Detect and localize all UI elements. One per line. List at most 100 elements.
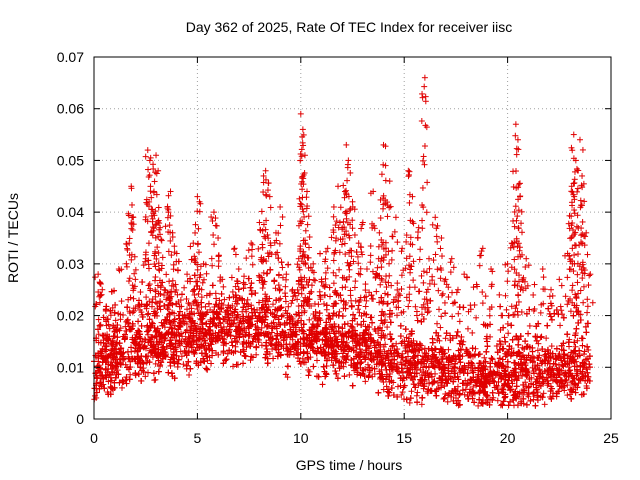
data-point — [117, 325, 124, 332]
data-point — [305, 367, 312, 374]
data-point — [249, 261, 256, 268]
data-point — [178, 353, 185, 360]
data-point — [414, 317, 421, 324]
data-point — [394, 383, 401, 390]
data-point — [277, 295, 284, 302]
data-point — [189, 288, 196, 295]
data-point — [258, 342, 265, 349]
data-point — [501, 334, 508, 341]
data-point — [442, 335, 449, 342]
data-point — [406, 399, 413, 406]
data-point — [223, 356, 230, 363]
data-point — [441, 383, 448, 390]
data-point — [202, 303, 209, 310]
data-point — [384, 291, 391, 298]
data-point — [145, 282, 152, 289]
data-point — [434, 337, 441, 344]
data-point — [258, 324, 265, 331]
data-point — [464, 325, 471, 332]
data-point — [323, 302, 330, 309]
data-point — [535, 340, 542, 347]
data-point — [177, 348, 184, 355]
data-point — [186, 371, 193, 378]
data-point — [234, 339, 241, 346]
data-point — [389, 342, 396, 349]
data-point — [362, 303, 369, 310]
data-point — [222, 309, 229, 316]
data-point — [94, 375, 101, 382]
data-point — [469, 329, 476, 336]
data-point — [344, 320, 351, 327]
data-point — [444, 380, 451, 387]
data-point — [273, 312, 280, 319]
data-point — [541, 401, 548, 408]
data-point — [270, 319, 277, 326]
data-point — [241, 273, 248, 280]
data-point — [118, 384, 125, 391]
data-point — [434, 320, 441, 327]
data-point — [387, 370, 394, 377]
data-point — [148, 319, 155, 326]
data-point — [475, 402, 482, 409]
data-point — [346, 371, 353, 378]
data-point — [106, 325, 113, 332]
data-point — [393, 340, 400, 347]
data-point — [442, 390, 449, 397]
data-point — [243, 255, 250, 262]
data-point — [92, 392, 99, 399]
data-point — [579, 342, 586, 349]
data-point — [509, 380, 516, 387]
data-point — [105, 378, 112, 385]
data-point — [364, 361, 371, 368]
data-point — [229, 342, 236, 349]
data-point — [534, 347, 541, 354]
data-point — [384, 324, 391, 331]
data-point — [380, 379, 387, 386]
data-point — [232, 283, 239, 290]
data-point — [548, 343, 555, 350]
data-point — [408, 388, 415, 395]
data-point — [445, 346, 452, 353]
data-point — [296, 264, 303, 271]
data-point — [354, 321, 361, 328]
data-point — [397, 359, 404, 366]
data-point — [567, 308, 574, 315]
data-point — [417, 367, 424, 374]
data-point — [114, 334, 121, 341]
data-point — [557, 322, 564, 329]
data-point — [526, 322, 533, 329]
data-point — [473, 314, 480, 321]
data-point — [152, 360, 159, 367]
data-point — [297, 336, 304, 343]
data-point — [288, 300, 295, 307]
data-point — [419, 394, 426, 401]
data-point — [502, 353, 509, 360]
data-point — [380, 343, 387, 350]
data-point — [481, 354, 488, 361]
data-point — [371, 371, 378, 378]
data-point — [142, 373, 149, 380]
data-point — [438, 313, 445, 320]
data-point — [405, 303, 412, 310]
data-point — [149, 354, 156, 361]
data-point — [505, 330, 512, 337]
data-point — [418, 401, 425, 408]
data-point — [366, 364, 373, 371]
chart-title: Day 362 of 2025, Rate Of TEC Index for r… — [186, 19, 513, 35]
data-point — [574, 337, 581, 344]
data-point — [549, 377, 556, 384]
data-point — [449, 313, 456, 320]
data-point — [398, 391, 405, 398]
data-point — [282, 283, 289, 290]
data-point — [504, 320, 511, 327]
data-point — [456, 318, 463, 325]
data-point — [320, 363, 327, 370]
data-point — [564, 392, 571, 399]
data-point — [404, 340, 411, 347]
data-point — [152, 376, 159, 383]
data-point — [472, 345, 479, 352]
data-point — [109, 368, 116, 375]
data-point — [494, 397, 501, 404]
data-point — [137, 289, 144, 296]
